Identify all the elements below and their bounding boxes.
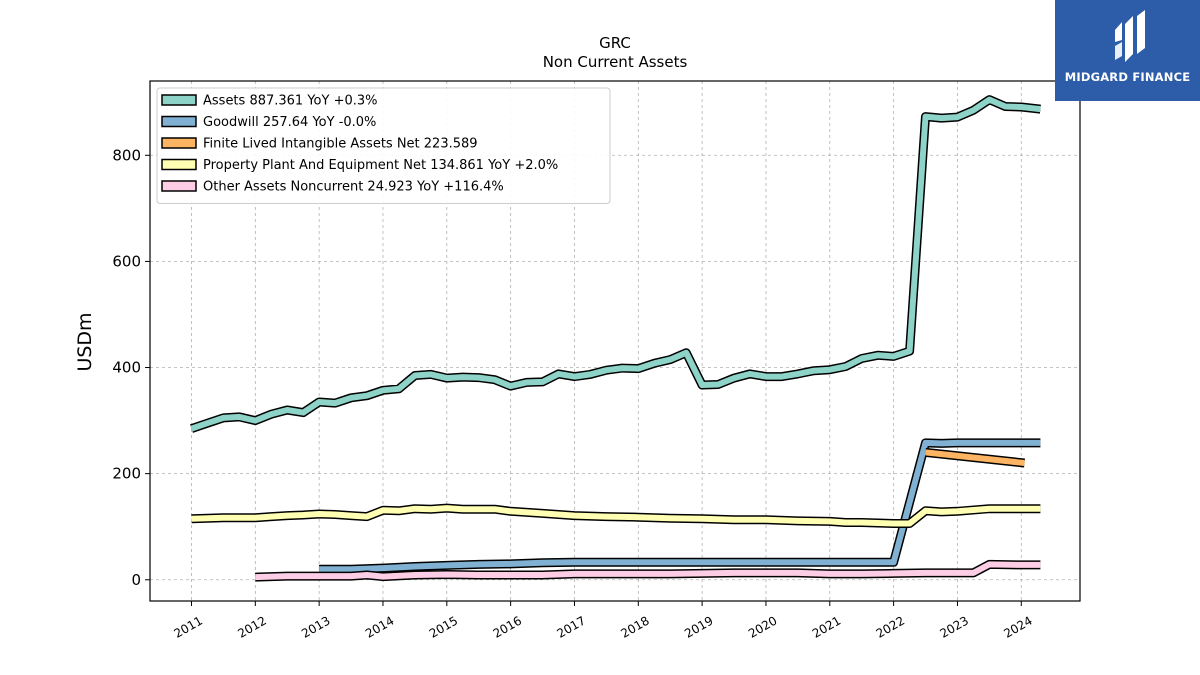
chart-subtitle: Non Current Assets (543, 53, 688, 71)
y-tick-label: 600 (112, 252, 141, 270)
x-tick-label: 2016 (491, 613, 524, 640)
legend-label: Goodwill 257.64 YoY -0.0% (203, 115, 376, 130)
x-tick-label: 2012 (235, 613, 268, 640)
series-line (925, 449, 1025, 466)
legend-swatch (161, 137, 197, 149)
x-tick-label: 2024 (1001, 613, 1034, 640)
y-tick-label: 200 (112, 465, 141, 483)
logo-mark-icon (1115, 10, 1145, 62)
series-line (191, 505, 1041, 527)
x-tick-label: 2021 (810, 613, 843, 640)
logo-brand-text: MIDGARD FINANCE (1064, 70, 1191, 84)
legend-label: Assets 887.361 YoY +0.3% (203, 94, 378, 109)
chart-title: GRC (599, 34, 631, 52)
x-tick-label: 2022 (874, 613, 907, 640)
series-line (190, 96, 1041, 432)
x-tick-label: 2018 (618, 613, 651, 640)
x-tick-label: 2023 (937, 613, 970, 640)
legend-label: Finite Lived Intangible Assets Net 223.5… (203, 137, 478, 152)
x-tick-label: 2015 (427, 613, 460, 640)
x-tick-label: 2019 (682, 613, 715, 640)
series-line (255, 561, 1041, 581)
brand-logo: MIDGARD FINANCE (1055, 0, 1200, 101)
legend-label: Property Plant And Equipment Net 134.861… (203, 158, 558, 173)
legend-swatch (161, 180, 197, 192)
y-axis-label: USDm (74, 312, 96, 371)
x-tick-label: 2017 (555, 613, 588, 640)
legend-box (156, 87, 611, 204)
y-tick-label: 400 (112, 359, 141, 377)
series-line (319, 439, 1041, 573)
legend-swatch (161, 115, 197, 128)
plot-frame (149, 80, 1081, 602)
legend-swatch (161, 158, 197, 171)
y-tick-label: 800 (112, 146, 141, 164)
plot-area (190, 95, 1041, 582)
x-tick-label: 2020 (746, 613, 779, 640)
x-tick-label: 2013 (299, 613, 332, 640)
y-tick-label: 0 (131, 571, 141, 589)
legend-label: Other Assets Noncurrent 24.923 YoY +116.… (203, 180, 504, 195)
x-tick-label: 2014 (363, 613, 396, 640)
legend: Assets 887.361 YoY +0.3% Goodwill 257.64 … (156, 87, 611, 204)
x-tick-label: 2011 (172, 613, 205, 640)
legend-swatch (161, 94, 197, 106)
